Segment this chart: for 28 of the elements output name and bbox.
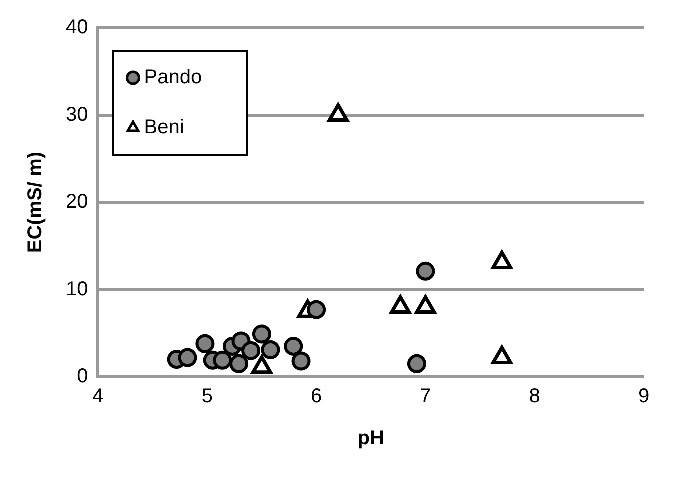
x-tick-label: 5 <box>202 386 213 408</box>
point <box>213 350 232 370</box>
x-axis-title: pH <box>358 428 384 450</box>
x-tick-label: 8 <box>529 386 540 408</box>
point <box>292 352 311 371</box>
y-tick-label: 40 <box>66 16 88 39</box>
legend-label: Beni <box>144 116 184 139</box>
x-tick-label: 6 <box>310 386 322 408</box>
x-tick-label: 9 <box>638 386 650 408</box>
x-tick-label: 4 <box>92 386 104 408</box>
y-tick-label: 10 <box>66 278 88 300</box>
y-tick-label: 30 <box>66 104 88 126</box>
y-axis-title: EC(mS/ m) <box>24 152 47 254</box>
point <box>284 336 304 356</box>
point <box>252 324 272 344</box>
point <box>261 340 280 360</box>
point <box>416 262 436 281</box>
point <box>196 334 215 354</box>
point <box>242 341 261 360</box>
point <box>328 104 349 122</box>
y-tick-label: 20 <box>66 191 88 214</box>
point <box>407 354 426 374</box>
point <box>230 354 249 374</box>
x-tick-label: 7 <box>420 386 432 408</box>
legend-label: Pando <box>144 66 202 89</box>
point <box>307 300 326 320</box>
y-tick-label: 0 <box>77 366 88 388</box>
point <box>178 348 198 368</box>
